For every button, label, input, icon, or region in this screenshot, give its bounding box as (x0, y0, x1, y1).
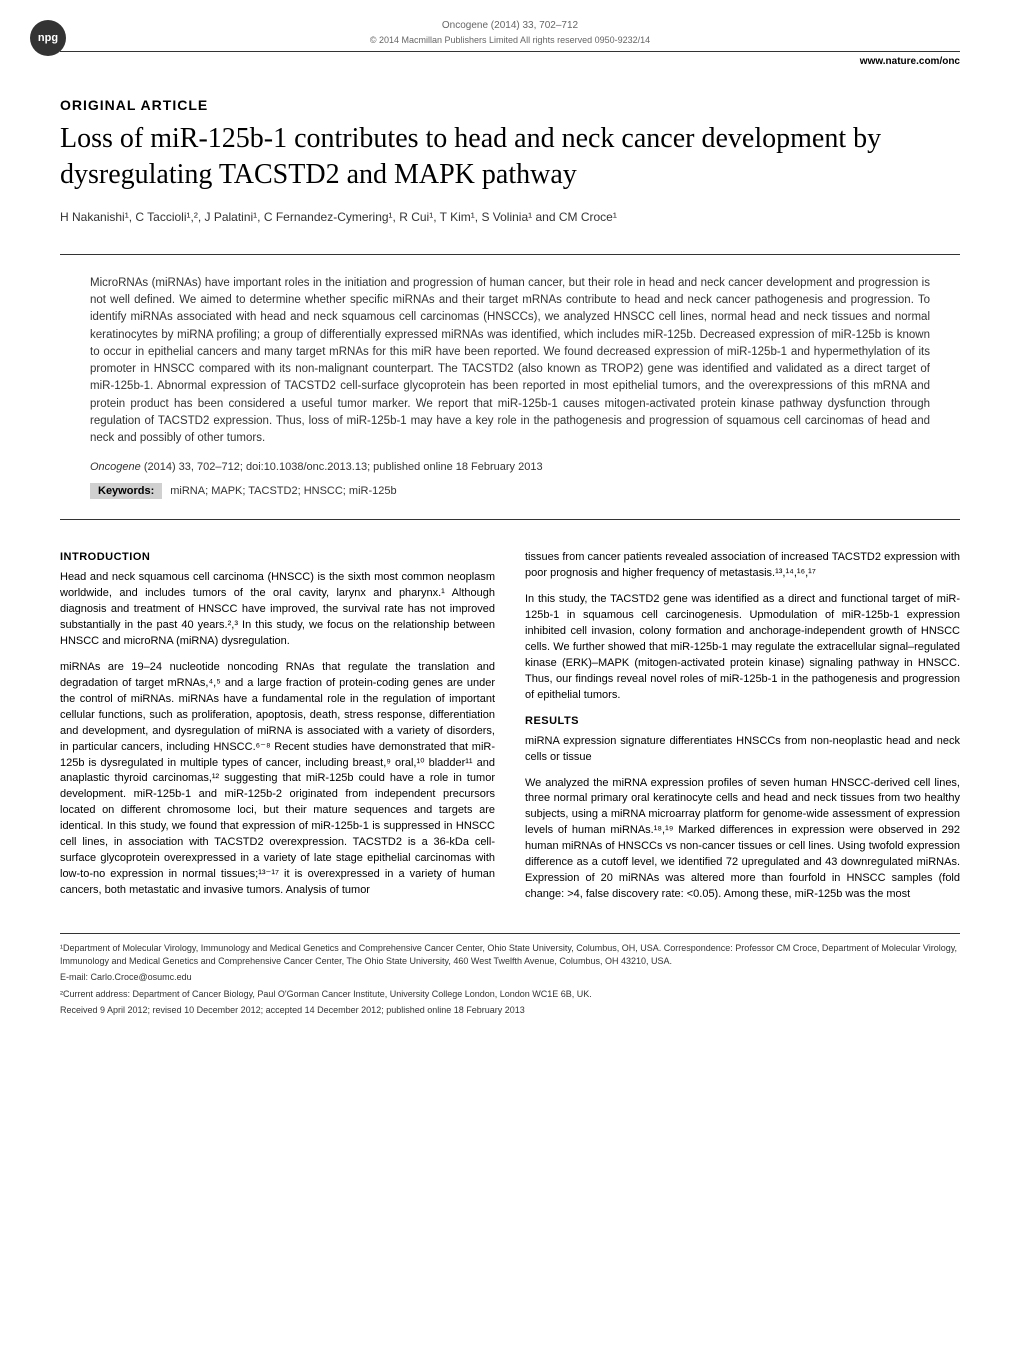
keywords-label: Keywords: (90, 483, 162, 499)
article-type: ORIGINAL ARTICLE (60, 97, 960, 113)
citation-journal: Oncogene (90, 461, 141, 473)
received-dates: Received 9 April 2012; revised 10 Decemb… (60, 1004, 960, 1017)
results-subheading: miRNA expression signature differentiate… (525, 734, 960, 766)
keywords-row: Keywords: miRNA; MAPK; TACSTD2; HNSCC; m… (90, 483, 930, 499)
keywords-text: miRNA; MAPK; TACSTD2; HNSCC; miR-125b (170, 485, 396, 497)
abstract-box: MicroRNAs (miRNAs) have important roles … (60, 254, 960, 521)
journal-meta-line: Oncogene (2014) 33, 702–712 (60, 20, 960, 31)
left-column: INTRODUCTION Head and neck squamous cell… (60, 550, 495, 913)
corresponding-email: E-mail: Carlo.Croce@osumc.edu (60, 971, 960, 984)
publisher-line: © 2014 Macmillan Publishers Limited All … (60, 35, 960, 45)
right-column: tissues from cancer patients revealed as… (525, 550, 960, 913)
current-address: ²Current address: Department of Cancer B… (60, 988, 960, 1001)
body-columns: INTRODUCTION Head and neck squamous cell… (60, 550, 960, 913)
intro-paragraph-2: miRNAs are 19–24 nucleotide noncoding RN… (60, 660, 495, 899)
header-divider (60, 51, 960, 52)
journal-url: www.nature.com/onc (60, 56, 960, 67)
results-heading: RESULTS (525, 714, 960, 730)
footnotes: ¹Department of Molecular Virology, Immun… (60, 933, 960, 1017)
citation: Oncogene (2014) 33, 702–712; doi:10.1038… (90, 461, 930, 473)
intro-paragraph-1: Head and neck squamous cell carcinoma (H… (60, 570, 495, 650)
article-title: Loss of miR-125b-1 contributes to head a… (60, 121, 960, 194)
results-paragraph-1: We analyzed the miRNA expression profile… (525, 776, 960, 904)
introduction-heading: INTRODUCTION (60, 550, 495, 566)
col2-paragraph-1: tissues from cancer patients revealed as… (525, 550, 960, 582)
abstract-text: MicroRNAs (miRNAs) have important roles … (90, 275, 930, 448)
author-list: H Nakanishi¹, C Taccioli¹,², J Palatini¹… (60, 210, 960, 224)
col2-paragraph-2: In this study, the TACSTD2 gene was iden… (525, 592, 960, 704)
affiliation: ¹Department of Molecular Virology, Immun… (60, 942, 960, 967)
citation-rest: (2014) 33, 702–712; doi:10.1038/onc.2013… (141, 461, 543, 473)
npg-badge: npg (30, 20, 66, 56)
